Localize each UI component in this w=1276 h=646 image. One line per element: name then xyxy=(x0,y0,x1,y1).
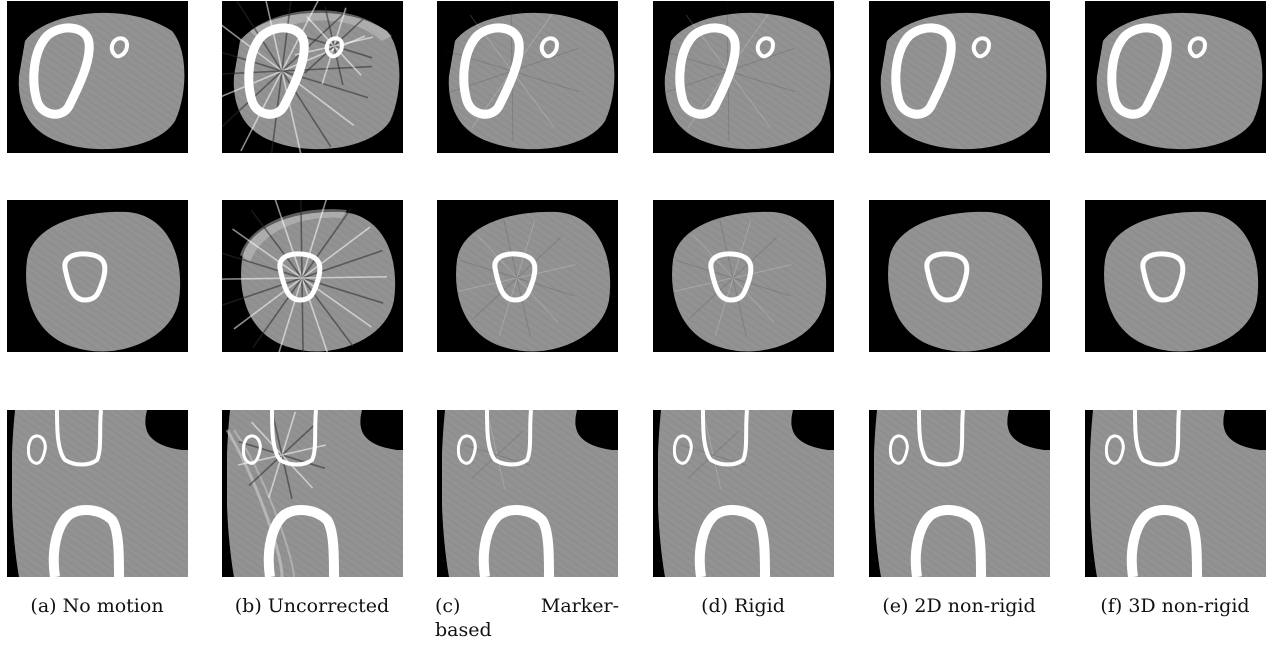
ct-slice-image xyxy=(1096,12,1263,150)
ct-slice-image xyxy=(456,211,611,352)
caption-text-continued: based xyxy=(435,619,492,641)
ct-panel-axial-upper-slice-b xyxy=(222,1,403,153)
ct-slice-image xyxy=(222,1,400,153)
ct-slice-image xyxy=(880,12,1047,150)
caption-f: (f) 3D non-rigid xyxy=(1100,595,1250,617)
ct-slice-image xyxy=(869,410,1050,577)
caption-b: (b) Uncorrected xyxy=(234,595,390,617)
ct-panel-axial-upper-slice-f xyxy=(1085,1,1266,153)
ct-panel-sagittal-slice-d xyxy=(653,410,834,577)
ct-slice-image xyxy=(437,410,618,577)
ct-slice-image xyxy=(7,410,188,577)
ct-panel-sagittal-slice-f xyxy=(1085,410,1266,577)
ct-slice-image xyxy=(653,410,834,577)
ct-slice-image xyxy=(26,211,181,352)
ct-slice-image xyxy=(445,1,615,150)
caption-e: (e) 2D non-rigid xyxy=(882,595,1036,617)
caption-label: (c) xyxy=(435,595,461,617)
ct-panel-axial-upper-slice-c xyxy=(437,1,618,153)
ct-panel-axial-lower-slice-f xyxy=(1085,200,1266,352)
ct-panel-axial-lower-slice-d xyxy=(653,200,834,352)
ct-panel-sagittal-slice-e xyxy=(869,410,1050,577)
ct-slice-image xyxy=(222,200,396,352)
ct-panel-axial-lower-slice-c xyxy=(437,200,618,352)
ct-slice-image xyxy=(222,410,403,577)
ct-panel-sagittal-slice-a xyxy=(7,410,188,577)
ct-slice-image xyxy=(18,12,185,150)
ct-panel-axial-lower-slice-b xyxy=(222,200,403,352)
caption-a: (a) No motion xyxy=(30,595,164,617)
ct-panel-axial-upper-slice-a xyxy=(7,1,188,153)
caption-d: (d) Rigid xyxy=(701,595,785,617)
ct-panel-axial-lower-slice-a xyxy=(7,200,188,352)
caption-c: (c) Marker-based xyxy=(435,594,619,642)
ct-slice-image xyxy=(672,211,827,352)
ct-panel-axial-lower-slice-e xyxy=(869,200,1050,352)
ct-slice-image xyxy=(1104,211,1259,352)
ct-slice-image xyxy=(888,211,1043,352)
caption-text: Marker- xyxy=(540,595,619,617)
ct-panel-axial-upper-slice-d xyxy=(653,1,834,153)
ct-slice-image xyxy=(661,1,831,150)
ct-slice-image xyxy=(1085,410,1266,577)
ct-panel-sagittal-slice-b xyxy=(222,410,403,577)
ct-panel-axial-upper-slice-e xyxy=(869,1,1050,153)
ct-panel-sagittal-slice-c xyxy=(437,410,618,577)
